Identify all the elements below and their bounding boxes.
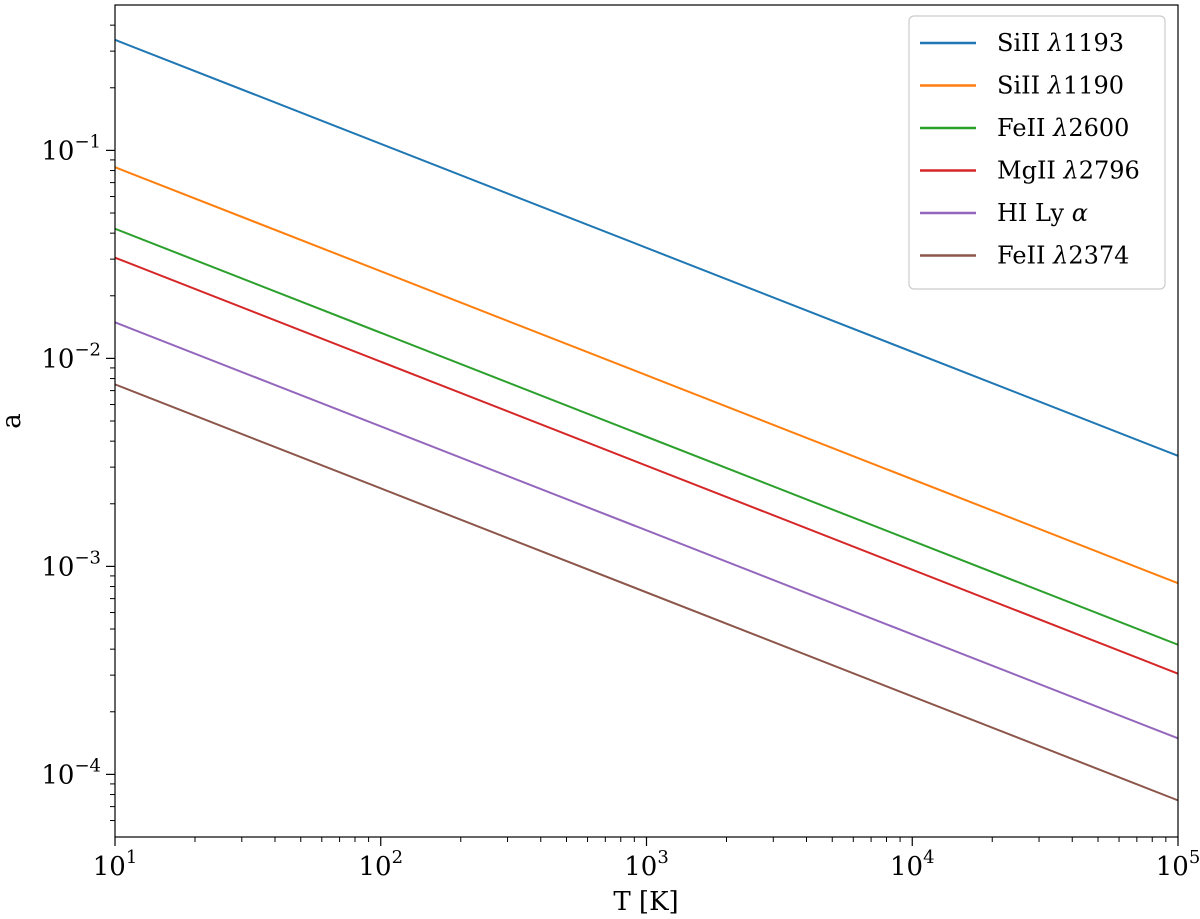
x-tick-label-3: 104 (890, 847, 935, 882)
x-tick-label-1: 102 (358, 847, 403, 882)
ticks-layer: 101 102 103 104 105 10−4 10−3 10−2 10−1 (41, 24, 1200, 882)
series-line-4 (114, 321, 1179, 740)
legend-label-5: FeII λ2374 (997, 242, 1129, 270)
y-tick-label-0: 10−4 (41, 755, 101, 790)
y-tick-label-2: 10−2 (41, 339, 101, 374)
legend-label-2: FeII λ2600 (997, 114, 1129, 142)
series-layer (114, 38, 1179, 802)
legend-label-1: SiII λ1190 (997, 72, 1124, 100)
legend-label-3: MgII λ2796 (997, 157, 1140, 185)
series-line-0 (114, 38, 1179, 457)
x-tick-label-4: 105 (1156, 847, 1200, 882)
legend-label-0: SiII λ1193 (997, 29, 1124, 57)
y-tick-label-1: 10−3 (41, 547, 101, 582)
x-tick-label-2: 103 (624, 847, 669, 882)
legend: SiII λ1193 SiII λ1190 FeII λ2600 MgII λ2796… (908, 15, 1166, 290)
series-line-5 (114, 383, 1179, 802)
x-axis-label: T [K] (613, 887, 678, 917)
series-line-1 (114, 166, 1179, 585)
series-line-3 (114, 256, 1179, 675)
y-tick-label-3: 10−1 (41, 131, 101, 166)
y-axis-label: a (0, 413, 27, 429)
series-line-2 (114, 227, 1179, 646)
legend-label-4: HI Ly α (997, 199, 1088, 227)
x-tick-label-0: 101 (93, 847, 138, 882)
